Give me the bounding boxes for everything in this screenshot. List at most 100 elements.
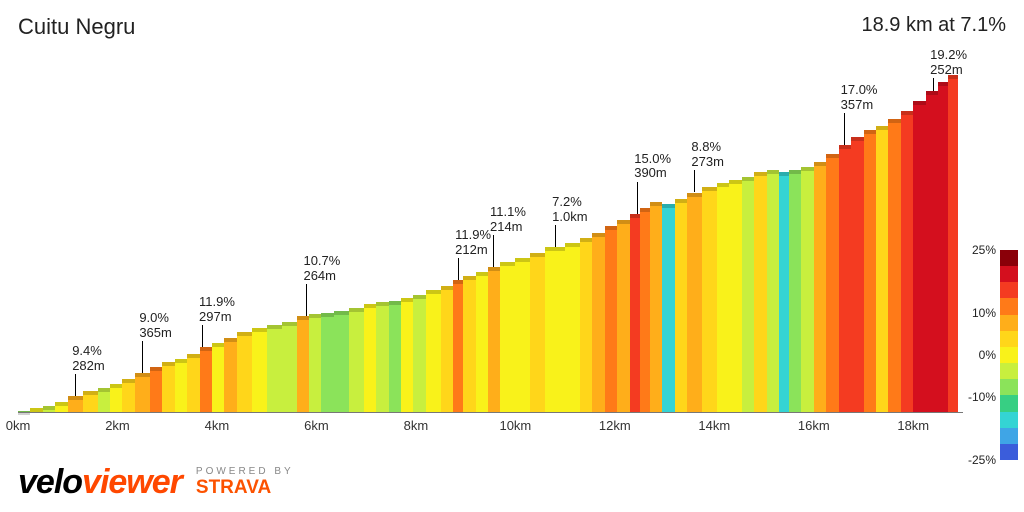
gradient-bar (68, 396, 83, 413)
segment-annotation: 11.1%214m (490, 205, 526, 235)
gradient-bar (413, 295, 425, 413)
gradient-bar (515, 258, 530, 413)
legend-label: 10% (972, 306, 996, 320)
gradient-bar (200, 347, 212, 413)
legend-swatch (1000, 250, 1018, 266)
gradient-bar (938, 82, 948, 413)
gradient-bar (122, 379, 134, 413)
elevation-chart: 0km2km4km6km8km10km12km14km16km18km 9.4%… (18, 48, 963, 433)
veloviewer-logo: veloviewer (18, 463, 182, 502)
gradient-bar (592, 233, 604, 413)
gradient-bar (83, 391, 98, 413)
gradient-bar (717, 183, 729, 413)
gradient-bar (779, 172, 789, 413)
gradient-bar (98, 388, 110, 413)
gradient-bar (334, 311, 349, 413)
annotation-leader (202, 325, 203, 347)
climb-summary: 18.9 km at 7.1% (861, 14, 1006, 37)
annotation-leader (493, 235, 494, 267)
annotation-leader (75, 374, 76, 396)
x-axis (18, 412, 963, 413)
legend-swatch (1000, 347, 1018, 363)
annotation-leader (694, 170, 695, 192)
gradient-bar (545, 247, 565, 413)
legend-swatch (1000, 395, 1018, 411)
gradient-legend: 25%10%0%-10%-25% (1000, 250, 1018, 460)
segment-annotation: 8.8%273m (691, 140, 724, 170)
gradient-bar (349, 308, 364, 413)
strava-logo: POWERED BY STRAVA (196, 466, 294, 499)
segment-annotation: 19.2%252m (930, 48, 967, 78)
gradient-bar (150, 367, 162, 413)
gradient-bar (175, 359, 187, 413)
legend-swatch (1000, 315, 1018, 331)
gradient-bar (876, 126, 888, 413)
segment-annotation: 7.2%1.0km (552, 195, 587, 225)
profile-card: Cuitu Negru 18.9 km at 7.1% 0km2km4km6km… (0, 0, 1024, 512)
gradient-bar (851, 137, 863, 413)
segment-annotation: 9.4%282m (72, 344, 105, 374)
legend-swatch (1000, 331, 1018, 347)
gradient-bar (814, 162, 826, 413)
gradient-bar (135, 373, 150, 413)
gradient-bar (309, 314, 321, 413)
legend-label: -25% (968, 453, 996, 467)
annotation-leader (306, 284, 307, 316)
legend-swatch (1000, 298, 1018, 314)
segment-annotation: 10.7%264m (303, 254, 340, 284)
gradient-bar (767, 170, 779, 413)
legend-swatch (1000, 363, 1018, 379)
gradient-bar (864, 130, 876, 413)
gradient-bar (901, 111, 913, 413)
gradient-bar (212, 343, 224, 413)
gradient-bar (282, 322, 297, 413)
annotation-leader (637, 182, 638, 214)
gradient-bar (224, 338, 236, 413)
legend-swatch (1000, 379, 1018, 395)
annotation-leader (933, 78, 934, 91)
gradient-bar (321, 313, 333, 413)
legend-swatch (1000, 412, 1018, 428)
gradient-bar (267, 325, 282, 413)
gradient-bar (364, 304, 376, 413)
gradient-bar (401, 298, 413, 413)
segment-annotation: 11.9%297m (199, 295, 235, 325)
gradient-bar (826, 154, 838, 413)
x-tick-label: 10km (499, 418, 531, 433)
gradient-bar (376, 302, 388, 413)
gradient-bar (729, 180, 741, 413)
gradient-bar (565, 243, 580, 413)
legend-swatch (1000, 444, 1018, 460)
gradient-bar (580, 238, 592, 413)
x-tick-label: 16km (798, 418, 830, 433)
gradient-bar (888, 119, 900, 413)
gradient-bar (441, 286, 453, 413)
gradient-bar (476, 272, 488, 413)
gradient-bar (789, 170, 801, 413)
x-tick-label: 12km (599, 418, 631, 433)
gradient-bar (926, 91, 938, 413)
x-tick-label: 8km (404, 418, 429, 433)
x-tick-label: 14km (698, 418, 730, 433)
x-tick-label: 6km (304, 418, 329, 433)
annotation-leader (555, 225, 556, 247)
gradient-bar (630, 214, 640, 413)
legend-swatch (1000, 266, 1018, 282)
legend-label: 0% (979, 348, 996, 362)
gradient-bar (530, 253, 545, 413)
gradient-bar (162, 362, 174, 413)
gradient-bar (948, 75, 958, 413)
gradient-bar (252, 328, 267, 413)
gradient-bar (110, 384, 122, 413)
gradient-bar (463, 276, 475, 413)
branding: veloviewer POWERED BY STRAVA (18, 463, 294, 502)
annotation-leader (142, 341, 143, 373)
segment-annotation: 11.9%212m (455, 228, 491, 258)
segment-annotation: 15.0%390m (634, 152, 671, 182)
gradient-bar (617, 220, 629, 413)
annotation-leader (458, 258, 459, 280)
gradient-bar (605, 226, 617, 413)
gradient-bar (453, 280, 463, 413)
gradient-bar (702, 187, 717, 413)
gradient-bar (839, 145, 851, 413)
